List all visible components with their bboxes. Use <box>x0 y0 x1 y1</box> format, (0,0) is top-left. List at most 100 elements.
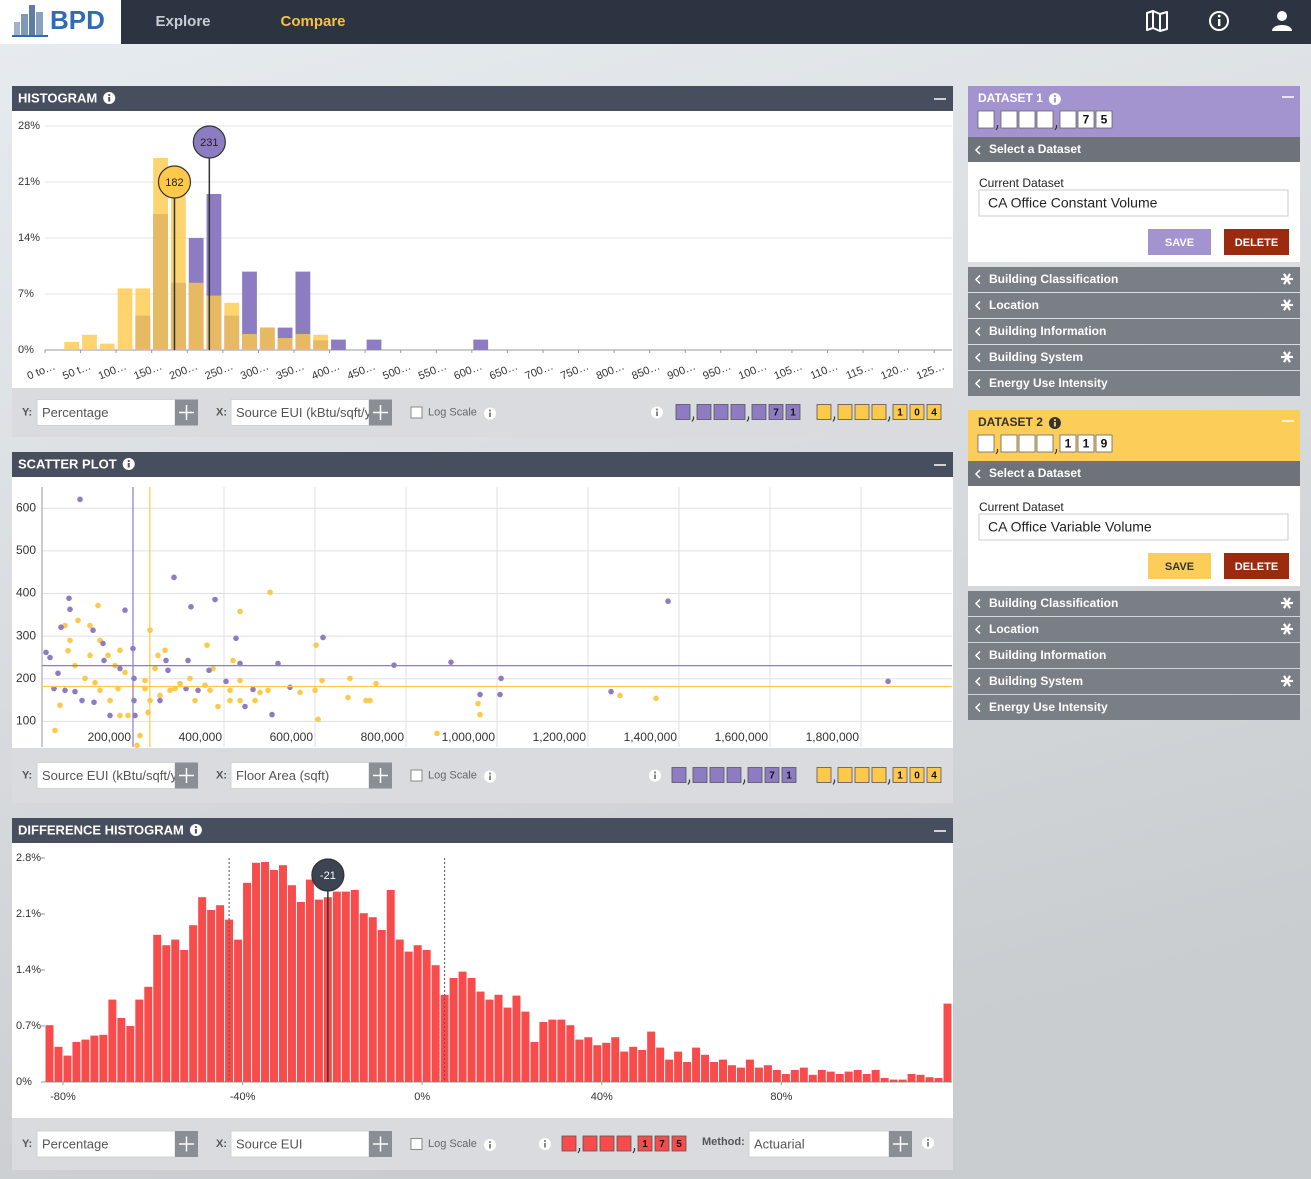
scatter-point[interactable] <box>227 697 233 704</box>
scatter-point[interactable] <box>315 716 321 723</box>
filter-row[interactable] <box>968 643 1300 668</box>
scatter-point[interactable] <box>107 697 113 704</box>
scatter-point[interactable] <box>185 657 191 664</box>
log-scale-checkbox[interactable] <box>410 769 423 782</box>
filter-row[interactable] <box>968 695 1300 720</box>
scatter-point[interactable] <box>237 660 243 667</box>
scatter-point[interactable] <box>47 654 53 661</box>
scatter-point[interactable] <box>448 659 454 665</box>
current-dataset-input[interactable] <box>978 189 1289 217</box>
scatter-point[interactable] <box>265 687 271 694</box>
x-selector[interactable] <box>230 399 370 426</box>
marker[interactable] <box>311 858 345 892</box>
scatter-point[interactable] <box>101 657 107 664</box>
y-selector[interactable] <box>36 399 176 426</box>
scatter-point[interactable] <box>142 685 148 692</box>
scatter-point[interactable] <box>90 627 96 634</box>
scatter-point[interactable] <box>363 697 369 704</box>
scatter-point[interactable] <box>51 685 57 692</box>
log-scale-checkbox[interactable] <box>410 1138 423 1150</box>
scatter-point[interactable] <box>75 617 81 624</box>
scatter-point[interactable] <box>475 700 481 707</box>
scatter-point[interactable] <box>312 687 318 694</box>
scatter-point[interactable] <box>105 652 111 659</box>
scatter-point[interactable] <box>163 657 169 664</box>
scatter-point[interactable] <box>287 684 293 691</box>
scatter-point[interactable] <box>79 697 85 704</box>
scatter-point[interactable] <box>250 686 256 693</box>
scatter-point[interactable] <box>122 669 128 676</box>
scatter-point[interactable] <box>142 677 148 684</box>
scatter-point[interactable] <box>117 647 123 654</box>
scatter-point[interactable] <box>67 637 73 644</box>
marker[interactable] <box>157 165 192 199</box>
info-icon[interactable] <box>1209 11 1229 31</box>
y-selector[interactable] <box>36 1130 176 1158</box>
x-selector[interactable] <box>230 762 370 789</box>
scatter-point[interactable] <box>58 624 64 631</box>
filter-row[interactable] <box>968 669 1300 694</box>
delete-button[interactable] <box>1224 553 1289 579</box>
scatter-point[interactable] <box>107 712 113 719</box>
scatter-point[interactable] <box>192 697 198 704</box>
current-dataset-input[interactable] <box>978 513 1289 541</box>
scatter-point[interactable] <box>347 675 353 682</box>
filter-row[interactable] <box>968 267 1300 292</box>
scatter-point[interactable] <box>125 712 131 719</box>
scatter-point[interactable] <box>55 670 61 677</box>
scatter-point[interactable] <box>230 657 236 664</box>
scatter-point[interactable] <box>212 596 218 603</box>
scatter-point[interactable] <box>477 691 483 698</box>
scatter-point[interactable] <box>157 692 163 699</box>
scatter-point[interactable] <box>297 689 303 696</box>
scatter-point[interactable] <box>275 660 281 667</box>
marker[interactable] <box>192 125 226 159</box>
scatter-point[interactable] <box>204 642 210 648</box>
scatter-point[interactable] <box>122 607 128 613</box>
scatter-point[interactable] <box>77 496 83 503</box>
scatter-point[interactable] <box>95 602 101 609</box>
scatter-point[interactable] <box>237 697 243 704</box>
scatter-point[interactable] <box>188 603 194 610</box>
x-selector[interactable] <box>230 1130 370 1158</box>
scatter-point[interactable] <box>373 680 379 687</box>
scatter-point[interactable] <box>67 606 73 613</box>
scatter-point[interactable] <box>117 665 123 672</box>
scatter-point[interactable] <box>617 692 623 699</box>
filter-row[interactable] <box>968 371 1300 396</box>
delete-button[interactable] <box>1224 229 1289 255</box>
scatter-point[interactable] <box>87 622 93 629</box>
scatter-point[interactable] <box>269 711 275 718</box>
scatter-point[interactable] <box>223 678 229 685</box>
scatter-point[interactable] <box>52 727 58 734</box>
scatter-point[interactable] <box>233 635 239 642</box>
scatter-point[interactable] <box>157 697 163 704</box>
select-dataset[interactable] <box>968 137 1300 162</box>
method-selector[interactable] <box>748 1130 890 1158</box>
scatter-point[interactable] <box>132 712 138 719</box>
scatter-point[interactable] <box>195 687 201 694</box>
scatter-point[interactable] <box>267 589 273 596</box>
scatter-point[interactable] <box>242 703 248 710</box>
nav-link[interactable]: Explore <box>155 13 210 30</box>
nav-link[interactable]: Compare <box>280 13 345 30</box>
scatter-point[interactable] <box>57 702 63 709</box>
scatter-point[interactable] <box>43 649 49 656</box>
scatter-point[interactable] <box>72 688 78 695</box>
scatter-point[interactable] <box>345 694 351 701</box>
save-button[interactable] <box>1148 229 1211 255</box>
scatter-point[interactable] <box>66 595 72 602</box>
scatter-point[interactable] <box>177 680 183 687</box>
scatter-point[interactable] <box>367 697 373 704</box>
scatter-point[interactable] <box>65 647 71 654</box>
scatter-point[interactable] <box>131 675 137 682</box>
scatter-point[interactable] <box>137 732 143 739</box>
scatter-point[interactable] <box>237 677 243 684</box>
scatter-point[interactable] <box>134 742 140 749</box>
scatter-point[interactable] <box>117 712 123 719</box>
scatter-point[interactable] <box>91 699 97 706</box>
scatter-point[interactable] <box>206 667 212 674</box>
scatter-point[interactable] <box>87 652 93 659</box>
scatter-point[interactable] <box>62 687 68 694</box>
scatter-point[interactable] <box>227 687 233 694</box>
